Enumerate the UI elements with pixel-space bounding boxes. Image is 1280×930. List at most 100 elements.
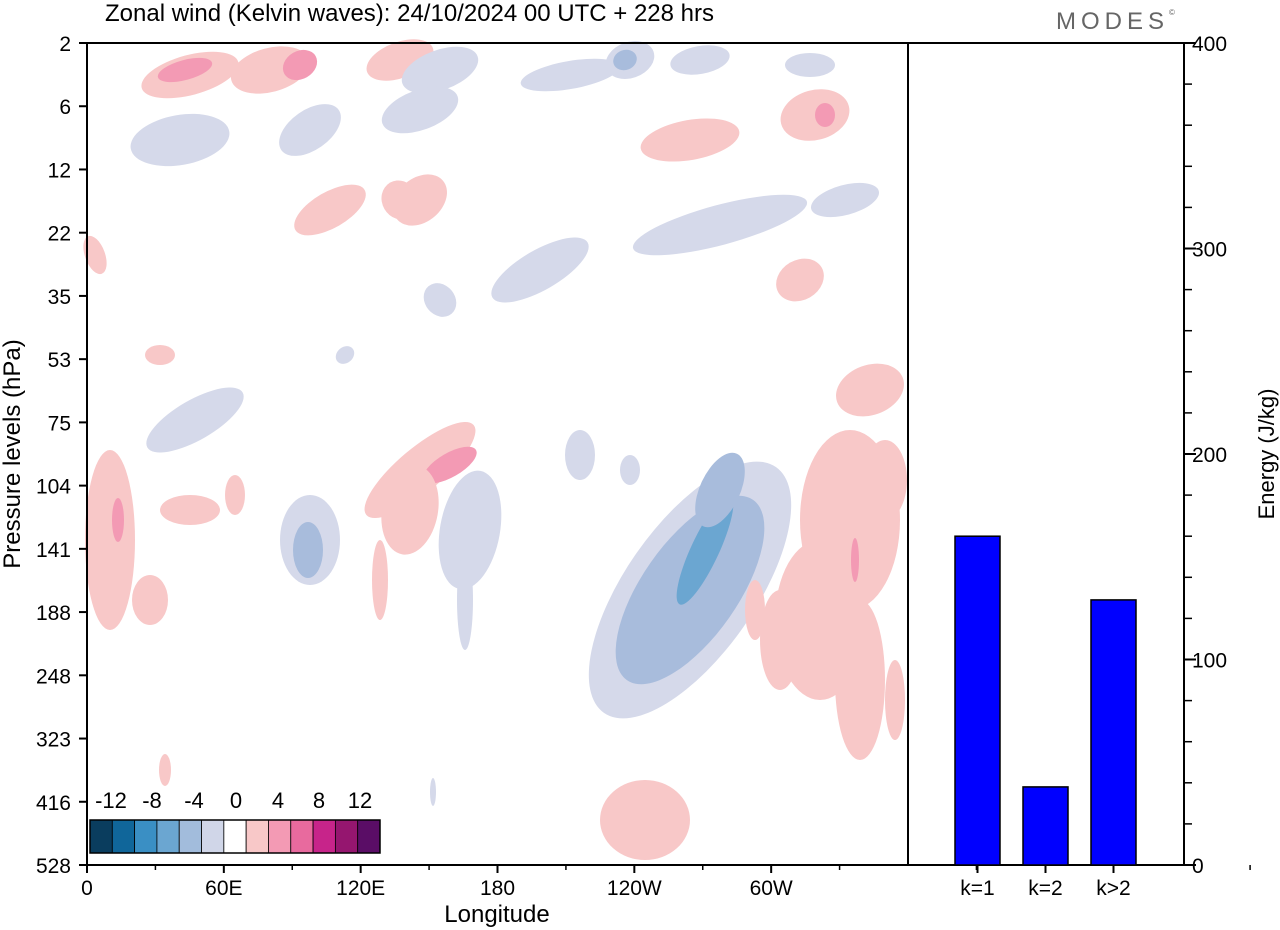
chart-title: Zonal wind (Kelvin waves): 24/10/2024 00… [105,0,714,27]
contour-region [745,580,765,640]
energy-tick-label: 200 [1192,444,1227,467]
contour-region [146,387,244,453]
contour-region [381,86,459,134]
y-tick-label: 323 [36,729,71,752]
colorbar-swatch [290,819,314,854]
x-tick-label: 120W [607,877,662,900]
y-tick-label: 141 [36,539,71,562]
contour-region [279,104,341,156]
energy-bars: k=1 k=2 k>2 [954,535,1137,900]
contour-region [885,660,905,740]
contour-region [491,237,589,303]
contour-region [457,550,473,650]
energy-tick-label: 100 [1192,650,1227,673]
energy-axis-label: Energy (J/kg) [1254,389,1279,520]
x-axis-label: Longitude [444,901,549,928]
colorbar: -12 -8 -4 0 4 8 12 [89,788,381,854]
contour-region [130,113,230,167]
colorbar-label: 0 [230,788,242,813]
contour-region [613,49,637,71]
colorbar-label: -12 [95,788,127,813]
energy-bar [1090,599,1137,866]
colorbar-label: 4 [272,788,284,813]
colorbar-swatch [312,819,336,854]
heatmap-panel-frame [86,42,909,866]
contour-region [160,495,220,525]
colorbar-swatch [178,819,202,854]
contour-region [401,46,479,94]
contour-region [438,470,502,590]
contour-region [565,430,595,480]
contour-region [225,475,245,515]
contour-region [670,45,730,75]
contour-region [640,118,740,162]
contour-region [335,346,355,364]
contour-region [293,522,323,578]
y-tick-label: 248 [36,665,71,688]
colorbar-label: 12 [348,788,372,813]
colorbar-swatch [134,819,158,854]
contour-region [282,49,318,81]
energy-bar [954,535,1001,866]
colorbar-swatch [268,819,292,854]
bar-category-label: k=1 [960,877,994,900]
contour-region [810,182,880,218]
contour-region [372,540,388,620]
contour-region [600,780,690,860]
energy-tick-label: 300 [1192,239,1227,262]
bar-category-label: k=2 [1028,877,1062,900]
contour-region [423,283,457,317]
contour-region [85,450,135,630]
colorbar-swatch [357,819,381,854]
y-tick-label: 528 [36,855,71,878]
contour-region [836,363,904,417]
contour-region [132,575,168,625]
y-tick-label: 416 [36,792,71,815]
colorbar-swatch [201,819,225,854]
x-tick-label: 120E [336,877,385,900]
y-tick-label: 75 [48,412,71,435]
y-tick-label: 12 [48,159,71,182]
y-tick-label: 104 [36,476,71,499]
x-tick-label: 60E [205,877,242,900]
contour-region [760,590,800,690]
colorbar-swatch [223,819,247,854]
contour-region [159,754,171,786]
x-tick-label: 60W [750,877,793,900]
contour-region [157,57,213,83]
contour-region [835,600,885,760]
colorbar-label: -4 [184,788,204,813]
energy-tick-label: 400 [1192,33,1227,56]
energy-bar [1022,786,1069,866]
contour-region [112,498,124,542]
contour-region [430,778,436,806]
colorbar-swatch [111,819,136,854]
colorbar-swatch [245,819,269,854]
colorbar-swatch [156,819,180,854]
contour-region [620,455,640,485]
contour-region [294,184,366,236]
x-tick-label: 0 [81,877,93,900]
contour-region [776,258,824,302]
colorbar-label: 8 [313,788,325,813]
y-tick-label: 22 [48,223,71,246]
contour-region [83,235,107,275]
wind-field [83,39,907,860]
energy-tick-label: 0 [1192,855,1204,878]
y-tick-label: 35 [48,286,71,309]
colorbar-label: -8 [142,788,162,813]
colorbar-swatch [334,819,359,854]
y-tick-label: 2 [59,33,71,56]
contour-region [145,345,175,365]
contour-region [851,538,859,582]
contour-region [785,53,835,77]
y-axis-label: Pressure levels (hPa) [0,339,26,568]
contour-region [381,465,439,555]
bar-category-label: k>2 [1096,877,1130,900]
y-tick-label: 188 [36,602,71,625]
contour-region [695,452,745,528]
contour-region [423,446,477,484]
contour-region [815,103,835,127]
contour-region [381,180,419,220]
